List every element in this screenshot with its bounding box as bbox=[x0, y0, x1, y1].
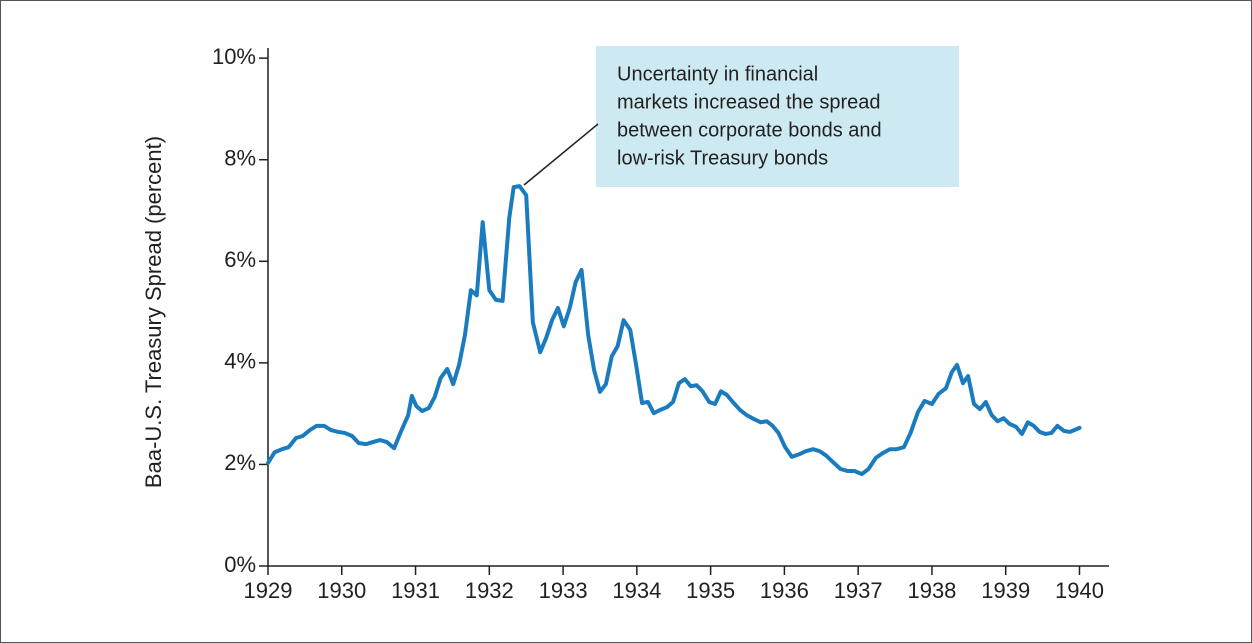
x-tick-label: 1930 bbox=[317, 578, 366, 603]
y-tick-label: 6% bbox=[224, 247, 256, 272]
annotation-connector bbox=[523, 123, 599, 186]
x-tick-label: 1934 bbox=[612, 578, 661, 603]
x-tick-label: 1929 bbox=[244, 578, 293, 603]
y-tick-label: 10% bbox=[212, 44, 256, 69]
annotation-box bbox=[596, 46, 959, 187]
x-tick-label: 1931 bbox=[391, 578, 440, 603]
annotation-line: low-risk Treasury bonds bbox=[617, 147, 828, 169]
y-tick-label: 4% bbox=[224, 349, 256, 374]
x-tick-label: 1937 bbox=[834, 578, 883, 603]
x-tick-label: 1935 bbox=[686, 578, 735, 603]
annotation-line: markets increased the spread bbox=[617, 91, 880, 113]
data-line bbox=[266, 184, 1082, 477]
x-tick-label: 1936 bbox=[760, 578, 809, 603]
y-tick-label: 2% bbox=[224, 450, 256, 475]
y-tick-label: 8% bbox=[224, 146, 256, 171]
x-tick-label: 1932 bbox=[465, 578, 514, 603]
annotation-line: Uncertainty in financial bbox=[617, 63, 818, 85]
x-tick-label: 1938 bbox=[907, 578, 956, 603]
x-tick-label: 1939 bbox=[981, 578, 1030, 603]
x-tick-label: 1933 bbox=[539, 578, 588, 603]
annotation-line: between corporate bonds and bbox=[617, 119, 882, 141]
y-axis-title: Baa-U.S. Treasury Spread (percent) bbox=[141, 136, 166, 488]
y-tick-label: 0% bbox=[224, 552, 256, 577]
x-tick-label: 1940 bbox=[1055, 578, 1104, 603]
